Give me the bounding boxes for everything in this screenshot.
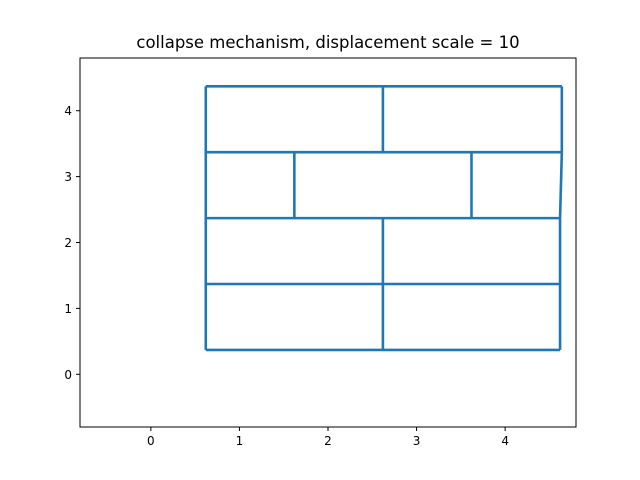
chart-title: collapse mechanism, displacement scale =…: [136, 33, 519, 52]
x-tick-label-1: 1: [236, 434, 244, 448]
x-tick-label-4: 4: [501, 434, 509, 448]
plot-layer: [204, 85, 564, 352]
y-tick-label-3: 3: [64, 170, 72, 184]
mechanism-segment-0-7: [558, 152, 564, 219]
x-tick-label-2: 2: [324, 434, 332, 448]
x-tick-label-0: 0: [147, 434, 155, 448]
axes-layer: 0 1 2 3 4 0 1 2 3 4: [64, 57, 577, 448]
x-tick-label-3: 3: [413, 434, 421, 448]
y-tick-label-2: 2: [64, 236, 72, 250]
y-tick-label-4: 4: [64, 104, 72, 118]
y-tick-label-0: 0: [64, 368, 72, 382]
y-tick-label-1: 1: [64, 302, 72, 316]
